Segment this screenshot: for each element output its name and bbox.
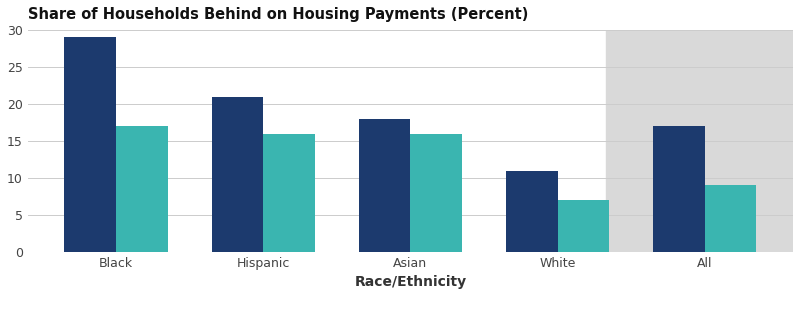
Bar <box>212 97 263 252</box>
Bar <box>654 126 705 252</box>
Bar <box>410 134 462 252</box>
Bar <box>705 185 756 252</box>
Bar <box>359 119 410 252</box>
Bar <box>116 126 167 252</box>
Bar <box>606 30 793 252</box>
Bar <box>263 134 314 252</box>
Bar <box>506 171 558 252</box>
Bar <box>558 200 609 252</box>
X-axis label: Race/Ethnicity: Race/Ethnicity <box>354 275 466 289</box>
Bar <box>65 37 116 252</box>
Text: Share of Households Behind on Housing Payments (Percent): Share of Households Behind on Housing Pa… <box>28 7 528 22</box>
